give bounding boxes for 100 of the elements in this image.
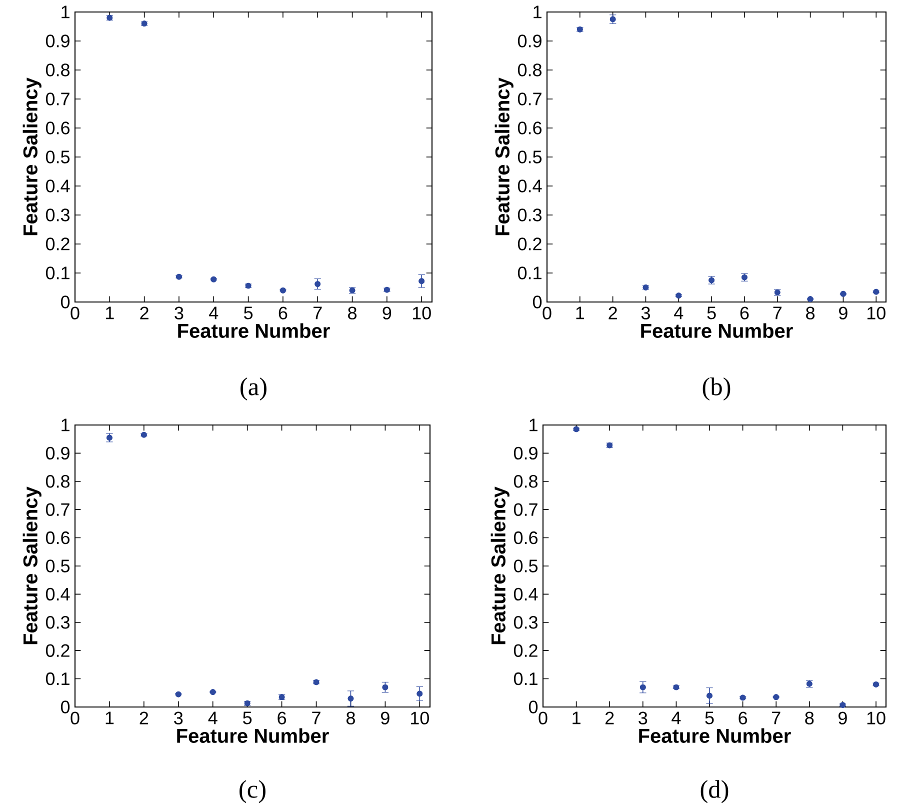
y-tick-label: 0.1 bbox=[518, 266, 542, 280]
point bbox=[840, 702, 846, 708]
y-tick-label: 0 bbox=[60, 296, 70, 308]
y-tick-label: 0.8 bbox=[514, 475, 538, 488]
point bbox=[676, 292, 682, 299]
y-tick-label: 0.6 bbox=[46, 122, 70, 134]
y-tick-label: 1 bbox=[534, 6, 542, 18]
point bbox=[416, 690, 423, 697]
x-tick-label: 2 bbox=[140, 712, 148, 724]
x-tick-label: 1 bbox=[572, 712, 580, 724]
x-axis-title: Feature Number bbox=[177, 728, 329, 743]
point bbox=[175, 691, 182, 698]
x-tick-label: 2 bbox=[608, 306, 617, 320]
point bbox=[873, 288, 880, 295]
y-tick-label: 0.2 bbox=[518, 238, 542, 250]
x-tick-label: 10 bbox=[411, 712, 429, 724]
x-tick-label: 6 bbox=[738, 712, 748, 724]
y-tick-label: 1 bbox=[62, 418, 70, 432]
point bbox=[348, 696, 354, 702]
x-tick-label: 7 bbox=[772, 712, 780, 724]
x-tick-label: 8 bbox=[348, 306, 356, 320]
x-tick-label: 7 bbox=[312, 712, 320, 724]
y-tick-label: 1 bbox=[530, 418, 538, 432]
y-tick-label: 0.3 bbox=[46, 208, 70, 222]
y-tick-label: 0.5 bbox=[514, 560, 538, 572]
x-axis-title: Feature Number bbox=[641, 323, 793, 338]
x-tick-label: 5 bbox=[244, 306, 253, 320]
point bbox=[706, 692, 712, 699]
x-tick-label: 3 bbox=[638, 712, 648, 724]
y-tick-label: 0 bbox=[528, 700, 538, 714]
x-tick-label: 8 bbox=[805, 712, 814, 724]
x-tick-label: 5 bbox=[705, 712, 714, 724]
x-tick-label: 1 bbox=[106, 712, 114, 724]
x-tick-label: 10 bbox=[867, 712, 886, 724]
y-tick-label: 0.3 bbox=[514, 616, 538, 629]
x-tick-label: 3 bbox=[174, 306, 184, 320]
x-tick-label: 0 bbox=[70, 712, 80, 724]
x-tick-label: 4 bbox=[672, 712, 681, 724]
y-tick-label: 0.4 bbox=[46, 180, 70, 192]
y-tick-label: 0.7 bbox=[46, 503, 70, 516]
x-tick-label: 5 bbox=[707, 306, 716, 320]
x-tick-label: 8 bbox=[806, 306, 815, 320]
x-tick-label: 0 bbox=[70, 306, 80, 320]
y-tick-label: 0.9 bbox=[514, 446, 538, 460]
y-tick-label: 0 bbox=[532, 296, 542, 308]
point bbox=[840, 290, 846, 297]
point bbox=[280, 287, 286, 294]
y-tick-label: 0.7 bbox=[46, 92, 70, 106]
x-tick-label: 0 bbox=[542, 306, 552, 320]
y-axis-title: Feature Saliency bbox=[494, 78, 514, 236]
point bbox=[314, 281, 321, 287]
y-tick-label: 0 bbox=[60, 700, 70, 714]
point bbox=[740, 694, 746, 701]
y-tick-label: 0.7 bbox=[518, 92, 542, 106]
y-tick-label: 0.8 bbox=[46, 475, 70, 488]
x-tick-label: 7 bbox=[773, 306, 782, 320]
x-tick-label: 1 bbox=[576, 306, 584, 320]
point bbox=[141, 432, 147, 438]
x-tick-label: 3 bbox=[174, 712, 183, 724]
point bbox=[673, 684, 680, 690]
x-tick-label: 2 bbox=[140, 306, 148, 320]
y-tick-label: 0.9 bbox=[46, 34, 70, 48]
y-tick-label: 0.8 bbox=[46, 64, 70, 76]
text: (b) bbox=[702, 378, 730, 400]
x-tick-label: 6 bbox=[740, 306, 749, 320]
x-tick-label: 5 bbox=[243, 712, 252, 724]
y-tick-label: 0.2 bbox=[46, 238, 70, 250]
y-tick-label: 0.1 bbox=[46, 266, 70, 280]
y-tick-label: 0.5 bbox=[46, 150, 70, 164]
x-tick-label: 3 bbox=[641, 306, 650, 320]
y-tick-label: 0.7 bbox=[514, 503, 538, 516]
y-tick-label: 0.5 bbox=[46, 560, 70, 572]
y-axis-title: Feature Saliency bbox=[490, 486, 510, 644]
x-tick-label: 9 bbox=[839, 306, 848, 320]
y-tick-label: 0.9 bbox=[46, 446, 70, 460]
x-axis-title: Feature Number bbox=[178, 323, 330, 338]
y-tick-label: 0.4 bbox=[46, 588, 70, 601]
text: (d) bbox=[700, 780, 728, 804]
y-axis-title: Feature Saliency bbox=[22, 78, 42, 236]
y-tick-label: 0.2 bbox=[514, 644, 538, 657]
text: (c) bbox=[240, 780, 266, 804]
y-tick-label: 0.5 bbox=[518, 150, 542, 164]
x-tick-label: 10 bbox=[412, 306, 431, 320]
point bbox=[807, 296, 814, 302]
y-tick-label: 0.8 bbox=[518, 64, 542, 76]
y-tick-label: 0.4 bbox=[514, 588, 538, 601]
x-tick-label: 9 bbox=[382, 306, 392, 320]
x-axis-title: Feature Number bbox=[639, 728, 791, 743]
y-tick-label: 1 bbox=[62, 6, 70, 18]
text: (a) bbox=[240, 378, 266, 400]
x-tick-label: 8 bbox=[346, 712, 355, 724]
x-tick-label: 4 bbox=[209, 306, 218, 320]
x-tick-label: 10 bbox=[868, 306, 886, 320]
y-tick-label: 0.2 bbox=[46, 644, 70, 657]
point bbox=[610, 16, 616, 22]
y-tick-label: 0.3 bbox=[46, 616, 70, 629]
point bbox=[210, 276, 217, 282]
y-tick-label: 0.3 bbox=[518, 208, 542, 222]
x-tick-label: 4 bbox=[208, 712, 218, 724]
point bbox=[640, 684, 646, 690]
